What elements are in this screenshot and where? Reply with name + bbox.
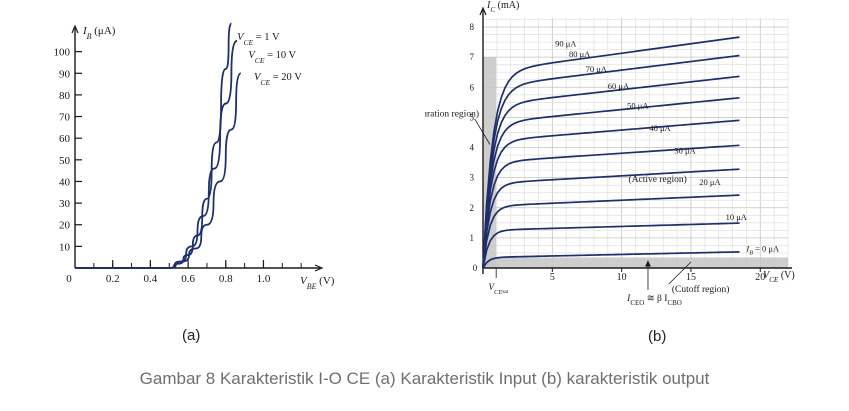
y-tick-label: 1 [470, 233, 475, 243]
active-region-label: (Active region) [629, 174, 687, 185]
x-axis-label: VCE (V) [763, 270, 795, 284]
y-tick-label: 20 [59, 220, 71, 232]
x-tick-label: 0.8 [219, 273, 233, 285]
ic-curve-80 [482, 54, 740, 269]
ic-curve-30 [482, 168, 740, 269]
y-axis-arrow [71, 24, 79, 34]
ic-curve-60 [482, 96, 740, 269]
saturation-leader-line [474, 118, 491, 145]
x-origin-label: 0 [66, 273, 72, 285]
iceo-arrow-head [644, 260, 651, 267]
y-tick-label: 80 [59, 90, 71, 102]
ic-curve-10 [482, 222, 740, 269]
series-label-2: VCE = 10 V [248, 50, 296, 65]
x-axis-arrow [314, 264, 324, 272]
input-chart-series [75, 22, 242, 269]
ic-curve-20 [482, 194, 740, 269]
x-tick-label: 10 [617, 272, 627, 283]
ic-curve-label-40: 40 μA [649, 123, 671, 133]
iceo-label: ICEO ≅ β ICBO [626, 294, 682, 305]
y-tick-label: 7 [470, 52, 475, 62]
y-tick-label: 40 [59, 176, 71, 188]
y-tick-label: 70 [59, 112, 71, 124]
ic-curve-label-50: 50 μA [627, 100, 649, 110]
y-tick-label: 2 [470, 203, 475, 213]
ic-curve-40 [482, 144, 740, 269]
x-tick-label: 1.0 [257, 273, 271, 285]
x-tick-label: 15 [686, 272, 696, 283]
series-label-3: VCE = 20 V [254, 72, 302, 87]
x-axis-label: VBE (V) [300, 275, 335, 291]
cutoff-region-label: (Cutoff region) [672, 284, 730, 295]
series-label-1: VCE = 1 V [237, 32, 280, 47]
output-chart-axes [479, 6, 792, 274]
x-tick-label: 0.4 [144, 273, 158, 285]
ic-curve-label-30: 30 μA [674, 146, 696, 156]
ic-curve-label-10: 10 μA [726, 212, 748, 222]
input-chart-labels: 0.2 0.4 0.6 0.8 1.0 0 10 20 30 40 50 60 70 80 90 100 IB … [54, 25, 335, 291]
ic-curve-0 [482, 251, 740, 269]
x-origin-label: 0 [473, 263, 478, 273]
figure-caption-wrap: Gambar 8 Karakteristik I-O CE (a) Karakt… [0, 369, 849, 389]
saturation-region-label: (Saturation region) [425, 108, 479, 119]
y-tick-label: 10 [59, 241, 71, 253]
panel-label-a: (a) [182, 327, 201, 344]
y-axis-arrow [479, 6, 487, 16]
input-characteristic-chart: 0.2 0.4 0.6 0.8 1.0 0 10 20 30 40 50 60 70 80 90 100 IB … [54, 22, 335, 291]
y-tick-label: 50 [59, 155, 71, 167]
y-tick-label: 6 [470, 82, 475, 92]
x-tick-label: 0.2 [106, 273, 120, 285]
ic-curve-label-20: 20 μA [699, 177, 721, 187]
ic-curve-90 [482, 36, 740, 269]
x-tick-label: 0.6 [181, 273, 195, 285]
y-tick-label: 90 [59, 68, 71, 80]
figure-caption: Gambar 8 Karakteristik I-O CE (a) Karakt… [139, 369, 710, 388]
y-axis-label: IC (mA) [486, 0, 519, 14]
y-axis-label: IB (μA) [82, 25, 116, 41]
ic-curve-label-0: IB = 0 μA [745, 243, 780, 256]
vce-sat-label: VCEsat [489, 282, 509, 296]
ic-curve-70 [482, 75, 740, 269]
y-tick-label: 8 [470, 22, 475, 32]
ic-curve-label-70: 70 μA [586, 64, 608, 74]
panel-label-b: (b) [648, 328, 667, 345]
ic-curve-label-80: 80 μA [569, 49, 591, 59]
y-tick-label: 60 [59, 133, 71, 145]
cutoff-region-shade [483, 257, 788, 268]
y-tick-label: 4 [470, 143, 475, 153]
y-tick-label: 100 [54, 47, 71, 59]
ic-curve-label-90: 90 μA [555, 39, 577, 49]
x-tick-label: 20 [755, 272, 765, 283]
y-tick-label: 3 [470, 173, 475, 183]
x-tick-label: 5 [550, 272, 555, 283]
ic-curve-50 [482, 119, 740, 269]
ic-curve-label-60: 60 μA [608, 81, 630, 91]
y-tick-label: 5 [470, 112, 475, 122]
y-tick-label: 30 [59, 198, 71, 210]
cutoff-leader-line [668, 261, 692, 285]
output-chart-series [482, 36, 740, 269]
series-line-3 [75, 72, 242, 269]
series-line-1 [75, 22, 232, 269]
output-chart-grid [482, 18, 789, 269]
